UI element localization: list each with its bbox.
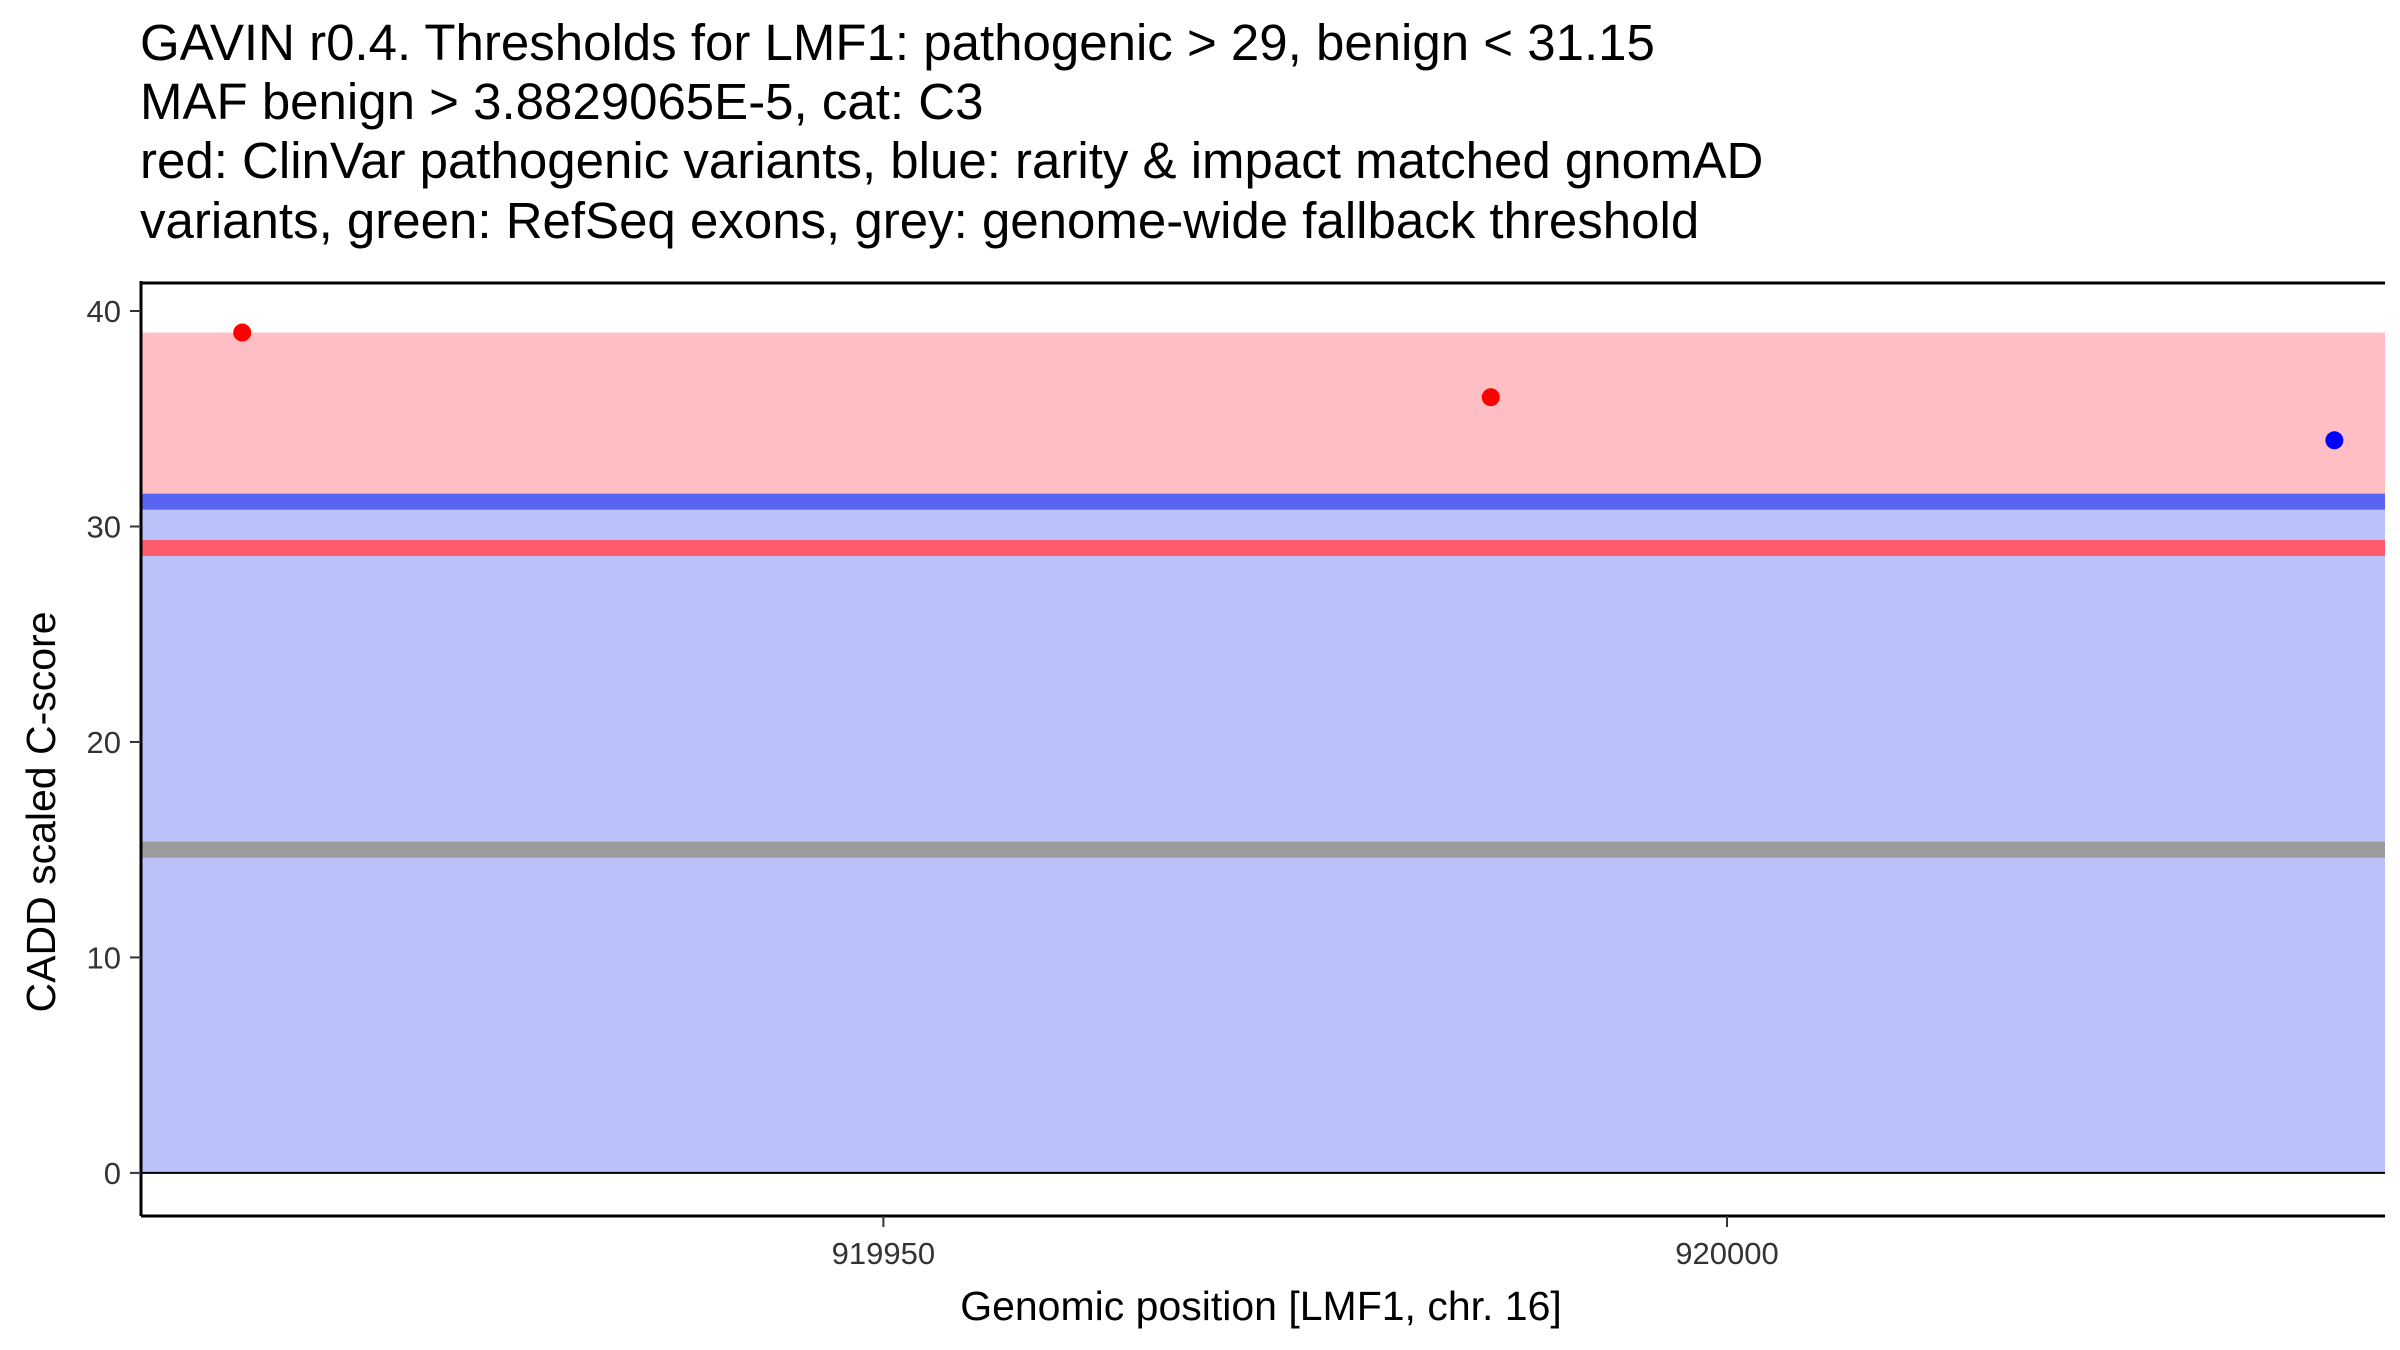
pathogenic-threshold-line bbox=[141, 540, 2385, 557]
y-tick-label: 30 bbox=[87, 509, 121, 544]
y-tick-label: 0 bbox=[104, 1156, 121, 1191]
benign-threshold-line bbox=[141, 493, 2385, 510]
y-tick-label: 20 bbox=[87, 725, 121, 760]
title-line-3: red: ClinVar pathogenic variants, blue: … bbox=[140, 132, 1763, 189]
x-tick-label: 920000 bbox=[1675, 1236, 1778, 1271]
clinvar-pathogenic-point bbox=[233, 323, 252, 342]
benign-region bbox=[141, 501, 2385, 1173]
y-tick-label: 40 bbox=[87, 294, 121, 329]
y-axis-title: CADD scaled C-score bbox=[18, 612, 64, 1013]
fallback-threshold-line bbox=[141, 841, 2385, 858]
gnomad-variant-point bbox=[2325, 431, 2344, 450]
plot-area: 0 10 20 30 40 919950 920000 bbox=[87, 281, 2385, 1271]
chart-title: GAVIN r0.4. Thresholds for LMF1: pathoge… bbox=[140, 14, 1763, 249]
title-line-2: MAF benign > 3.8829065E-5, cat: C3 bbox=[140, 73, 983, 130]
title-line-4: variants, green: RefSeq exons, grey: gen… bbox=[140, 192, 1699, 249]
x-tick-label: 919950 bbox=[832, 1236, 935, 1271]
title-line-1: GAVIN r0.4. Thresholds for LMF1: pathoge… bbox=[140, 14, 1655, 71]
clinvar-pathogenic-point bbox=[1481, 388, 1500, 407]
x-axis-title: Genomic position [LMF1, chr. 16] bbox=[960, 1283, 1562, 1329]
y-tick-label: 10 bbox=[87, 940, 121, 975]
